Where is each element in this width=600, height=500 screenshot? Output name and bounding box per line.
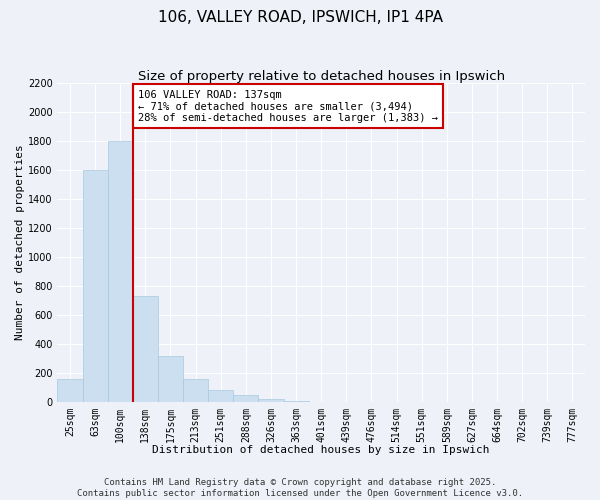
Title: Size of property relative to detached houses in Ipswich: Size of property relative to detached ho… xyxy=(137,70,505,83)
Bar xyxy=(208,390,233,402)
Text: Contains HM Land Registry data © Crown copyright and database right 2025.
Contai: Contains HM Land Registry data © Crown c… xyxy=(77,478,523,498)
Bar xyxy=(107,141,133,402)
Y-axis label: Number of detached properties: Number of detached properties xyxy=(15,144,25,340)
Text: 106, VALLEY ROAD, IPSWICH, IP1 4PA: 106, VALLEY ROAD, IPSWICH, IP1 4PA xyxy=(157,10,443,25)
Bar xyxy=(158,356,183,402)
Bar xyxy=(133,296,158,402)
Text: 106 VALLEY ROAD: 137sqm
← 71% of detached houses are smaller (3,494)
28% of semi: 106 VALLEY ROAD: 137sqm ← 71% of detache… xyxy=(138,90,438,122)
Bar xyxy=(233,395,259,402)
Bar xyxy=(183,379,208,402)
X-axis label: Distribution of detached houses by size in Ipswich: Distribution of detached houses by size … xyxy=(152,445,490,455)
Bar xyxy=(259,399,284,402)
Bar xyxy=(83,170,107,402)
Bar xyxy=(284,400,308,402)
Bar xyxy=(58,379,83,402)
